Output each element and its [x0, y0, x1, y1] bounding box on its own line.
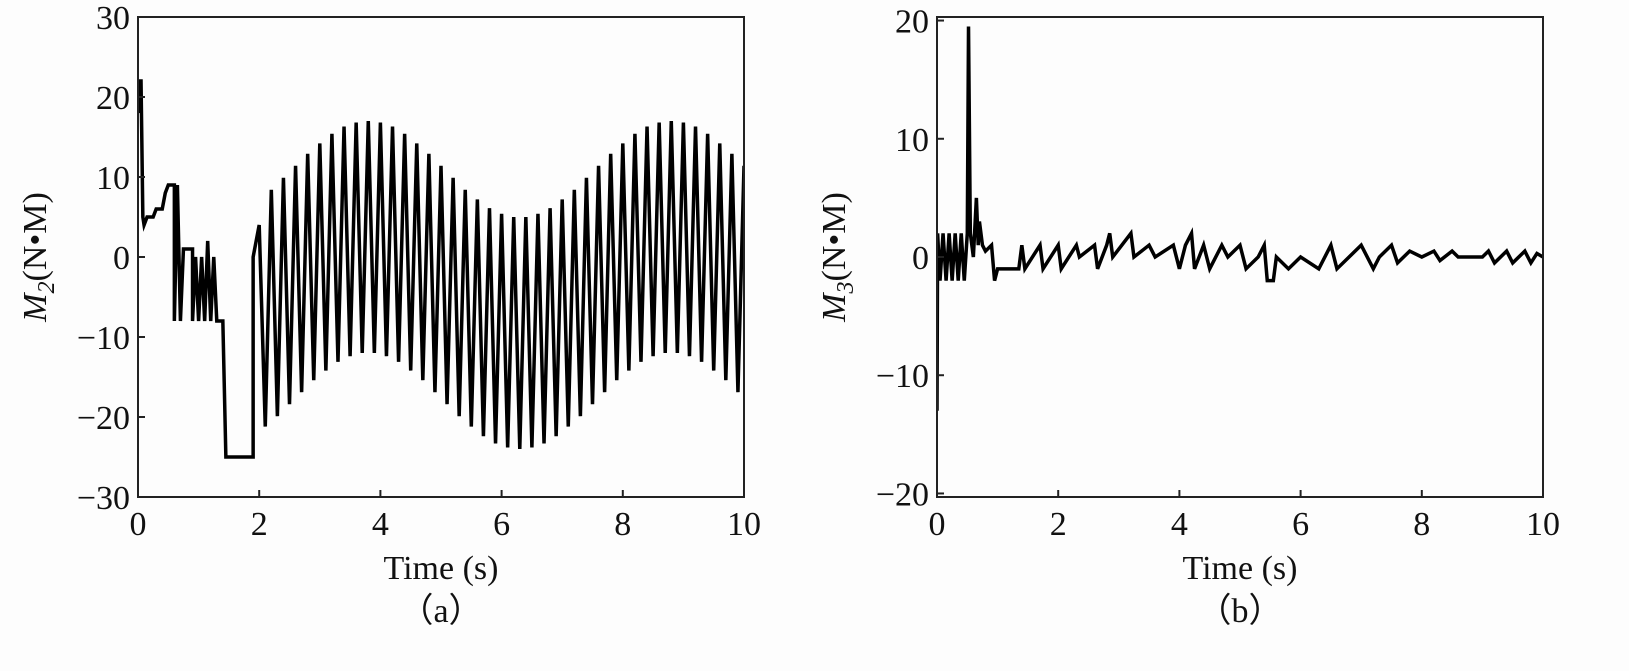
x-tick-label: 0 — [130, 506, 147, 543]
y-label-unit: (N•M) — [816, 192, 853, 281]
x-tick-label: 0 — [929, 506, 946, 543]
x-tick-label: 2 — [1050, 506, 1067, 543]
axes-frame — [137, 16, 745, 498]
x-tick-label: 6 — [1292, 506, 1309, 543]
x-tick-label: 6 — [493, 506, 510, 543]
x-tick-label: 4 — [1171, 506, 1188, 543]
y-tick-label: 30 — [96, 0, 130, 37]
y-tick-label: 10 — [96, 160, 130, 197]
y-axis-label: M3(N•M) — [816, 192, 859, 323]
y-tick-label: 0 — [912, 240, 929, 277]
x-tick-label: 8 — [1413, 506, 1430, 543]
x-axis-label: Time (s) — [384, 550, 499, 587]
data-line — [138, 79, 744, 459]
x-tick-label: 4 — [372, 506, 389, 543]
y-axis-label: M2(N•M) — [17, 192, 60, 323]
panel: 0 2 4 6 8 10 −20 −10 0 10 20 Time (s) （b） M3(N•M) — [816, 4, 1560, 630]
y-tick-label: 0 — [113, 240, 130, 277]
plot-area — [138, 79, 744, 459]
x-tick-label: 10 — [1526, 506, 1560, 543]
caption: （b） — [1198, 592, 1283, 630]
y-tick-label: 20 — [96, 80, 130, 117]
data-line — [937, 26, 1543, 411]
x-tick-label: 10 — [727, 506, 761, 543]
y-label-subscript: 2 — [34, 282, 60, 294]
y-label-symbol: M — [17, 292, 54, 323]
y-tick-label: −30 — [77, 480, 130, 517]
y-tick-label: 20 — [895, 4, 929, 41]
y-label-unit: (N•M) — [17, 192, 54, 281]
x-tick-label: 8 — [614, 506, 631, 543]
plot-area — [937, 26, 1543, 411]
y-tick-label: −10 — [876, 358, 929, 395]
axes-frame — [936, 16, 1544, 498]
x-axis-label: Time (s) — [1183, 550, 1298, 587]
y-tick-label: −10 — [77, 320, 130, 357]
x-tick-label: 2 — [251, 506, 268, 543]
y-tick-label: −20 — [876, 476, 929, 513]
y-tick-label: 10 — [895, 122, 929, 159]
caption: （a） — [399, 592, 482, 630]
y-label-subscript: 3 — [833, 282, 859, 295]
y-tick-label: −20 — [77, 400, 130, 437]
y-label-symbol: M — [816, 292, 853, 323]
